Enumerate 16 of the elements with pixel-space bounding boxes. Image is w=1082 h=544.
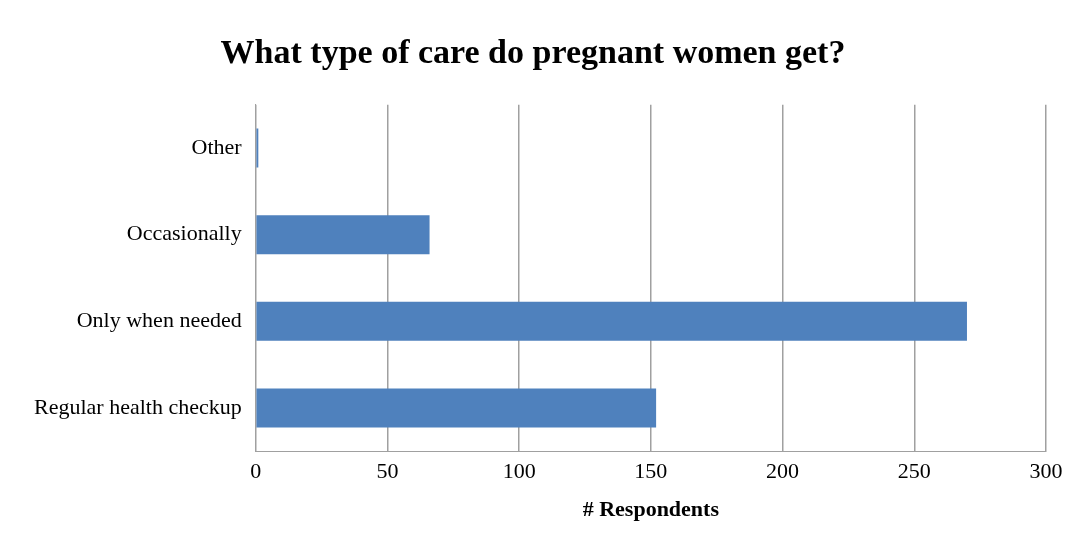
x-tick-label: 150: [634, 458, 668, 484]
y-tick-label: Only when needed: [76, 307, 242, 333]
y-tick-label: Regular health checkup: [33, 393, 242, 419]
y-tick-label: Other: [191, 133, 243, 159]
x-tick-label: 200: [766, 458, 800, 484]
x-tick-label: 250: [897, 458, 931, 484]
bar: [256, 215, 430, 255]
bar: [256, 388, 657, 428]
y-tick-label: Occasionally: [126, 220, 242, 246]
x-tick-label: 300: [1029, 458, 1063, 484]
x-axis-title: # Respondents: [582, 496, 720, 522]
x-tick-label: 100: [502, 458, 536, 484]
bar: [256, 301, 967, 341]
x-tick-label: 50: [376, 458, 399, 484]
chart-title: What type of care do pregnant women get?: [220, 33, 846, 71]
x-tick-label: 0: [250, 458, 262, 484]
